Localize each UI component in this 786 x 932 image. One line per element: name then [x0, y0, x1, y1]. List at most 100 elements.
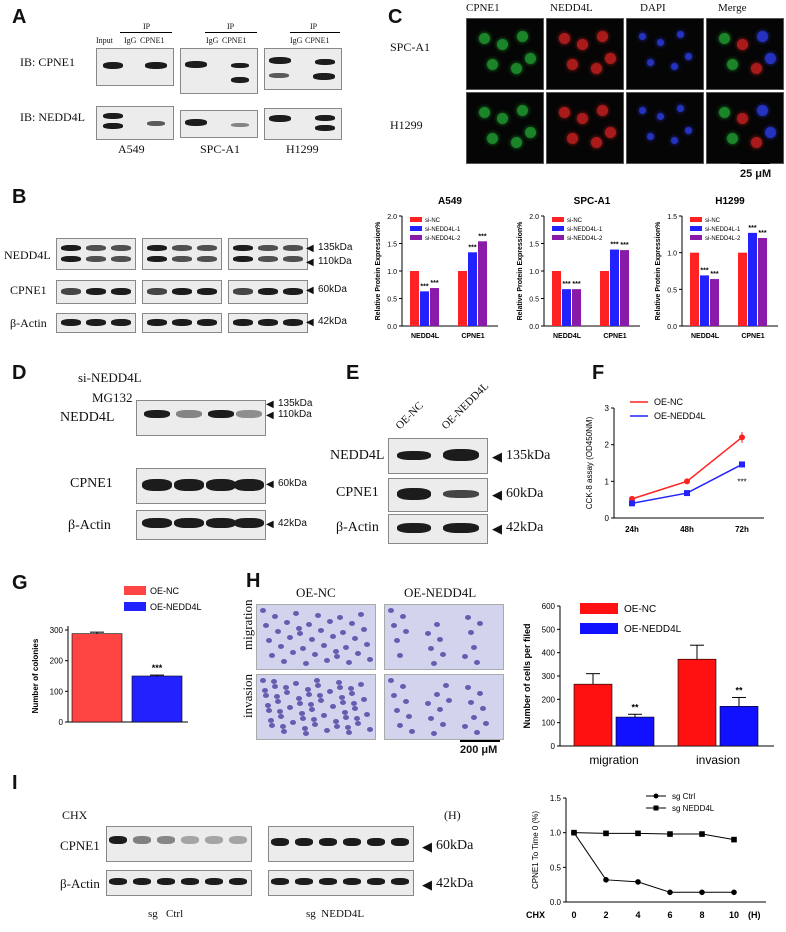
f-ylabel: CCK-8 assay (OD450NM) [585, 416, 594, 509]
a-row-cpne1: IB: CPNE1 [20, 55, 76, 69]
i-band-cpne1-2-5 [391, 838, 409, 846]
b-chart-3-legend-swatch-3 [690, 235, 702, 240]
i-blot-ctrl-cpne1 [106, 826, 252, 862]
b-chart-2-ytick-4: 2.0 [529, 214, 539, 221]
e-kda-42: 42kDa [506, 520, 544, 535]
i-band-actin-2-2 [319, 878, 337, 885]
b-chart-1-legend-1: si-NC [425, 218, 441, 224]
c-row-h1299: H1299 [390, 118, 423, 132]
spca1-col-igg: IgG [206, 36, 219, 45]
b-chart-3-bar-NEDD4L-2 [700, 275, 709, 326]
b-chart-2-sig-5: *** [620, 242, 628, 249]
b-chart-1-legend-swatch-1 [410, 217, 422, 222]
b-chart-1-sig-1: *** [420, 283, 428, 290]
panel-letter-g: G [12, 572, 28, 594]
b-chart-1-ytick-4: 2.0 [387, 214, 397, 221]
b-row-actin: β-Actin [10, 316, 47, 330]
spca1-ip-blot-nedd4l [180, 110, 258, 138]
i-band-cpne1-1-4 [205, 836, 223, 844]
d-band-cpne1-1 [142, 479, 172, 491]
b-bar-charts: A549 0.0 0.5 1.0 1.5 2.0 Relative Protein Expr… [375, 196, 778, 340]
f-point-2-1 [684, 490, 690, 497]
i-point-2-3 [667, 831, 673, 837]
a549-cell-label: A549 [118, 142, 145, 156]
b-chart-2-bar-CPNE1-3 [620, 250, 629, 326]
b-chart-3-ylabel: Relative Protein Expression% [655, 221, 662, 321]
b-blot-cpne1-1 [56, 280, 136, 304]
b-chart-3-xtick-1: CPNE1 [741, 333, 764, 340]
b-chart-3-legend-1: si-NC [705, 218, 721, 224]
h-row-invasion: invasion [240, 673, 255, 718]
i-xtick-4: 8 [699, 910, 704, 920]
b-chart-2-xtick-0: NEDD4L [553, 333, 582, 340]
h-bar-migration-2 [615, 716, 655, 747]
c-row-spca1: SPC-A1 [390, 40, 431, 54]
d-kda-60: 60kDa [278, 478, 307, 489]
i-band-cpne1-1-3 [181, 836, 199, 844]
panel-letter-b: B [12, 186, 27, 208]
b-chart-3-sig-4: *** [748, 225, 756, 232]
b-chart-1-xtick-0: NEDD4L [411, 333, 440, 340]
panel-letter-c: C [388, 6, 403, 28]
b-chart-2-bar-NEDD4L-2 [562, 289, 571, 326]
i-band-actin-1-1 [133, 878, 151, 885]
b-kda-42: 42kDa [318, 316, 347, 327]
i-ylabel: CPNE1 To Time 0 (%) [531, 811, 540, 889]
b-chart-3-legend-swatch-1 [690, 217, 702, 222]
g-ytick-2: 200 [50, 657, 64, 666]
b-chart-2-legend-swatch-3 [552, 235, 564, 240]
i-group-ctrl: sg Ctrl [148, 908, 184, 920]
f-point-1-1 [684, 478, 690, 485]
f-line-chart: 0 1 2 3 24h 48h 72h CCK-8 assay (OD450NM) OE-NC O… [585, 397, 764, 534]
i-legend-marker-2 [653, 805, 659, 811]
g-ytick-1: 100 [50, 687, 64, 696]
h1299-col-igg: IgG [290, 36, 303, 45]
b-blot-actin-3 [228, 313, 308, 333]
b-chart-3-sig-5: *** [758, 230, 766, 237]
b-chart-2-bar-NEDD4L-1 [552, 271, 561, 326]
b-chart-3-ytick-1: 0.5 [667, 287, 677, 294]
b-chart-2-bar-NEDD4L-3 [572, 289, 581, 326]
d-row-cpne1: CPNE1 [70, 476, 113, 491]
b-chart-2-bar-CPNE1-1 [600, 271, 609, 326]
f-xtick-0: 24h [625, 525, 639, 534]
i-point-2-4 [699, 831, 705, 837]
f-point-2-2 [739, 461, 745, 468]
b-chart-1-ytick-2: 1.0 [387, 269, 397, 276]
c-col-nedd4l: NEDD4L [550, 2, 593, 14]
h-legend-2: OE-NEDD4L [624, 624, 682, 635]
i-band-actin-2-0 [271, 878, 289, 885]
e-blot-cpne1 [388, 478, 488, 512]
b-chart-2-ytick-0: 0.0 [529, 324, 539, 331]
h-row-migration: migration [240, 599, 255, 650]
b-chart-3-ytick-2: 1.0 [667, 251, 677, 258]
e-kda-60: 60kDa [506, 486, 544, 501]
b-chart-1-legend-swatch-2 [410, 226, 422, 231]
h1299-col-cpne1: CPNE1 [305, 36, 330, 45]
e-kda-135: 135kDa [506, 448, 551, 463]
i-xtick-5: 10 [729, 910, 739, 920]
b-chart-1-bar-CPNE1-3 [478, 241, 487, 326]
b-chart-2-ylabel: Relative Protein Expression% [517, 221, 524, 321]
i-band-cpne1-2-1 [295, 838, 313, 846]
f-legend-1: OE-NC [654, 397, 684, 407]
h1299-cell-label: H1299 [286, 142, 319, 156]
h1299-ip-blot-nedd4l [264, 108, 342, 140]
f-ytick-3: 3 [605, 404, 610, 413]
f-ytick-1: 1 [605, 477, 610, 486]
g-sig-1: *** [152, 663, 163, 673]
d-band-actin-2 [174, 518, 204, 528]
e-lane-oenedd4l: OE-NEDD4L [439, 380, 492, 432]
i-band-cpne1-2-2 [319, 838, 337, 846]
b-chart-3-bar-NEDD4L-1 [690, 252, 699, 326]
e-blot-actin [388, 514, 488, 544]
i-band-actin-2-3 [343, 878, 361, 885]
i-band-cpne1-1-2 [157, 836, 175, 844]
b-chart-3-legend-swatch-2 [690, 226, 702, 231]
i-band-cpne1-2-3 [343, 838, 361, 846]
panel-letter-d: D [12, 362, 27, 384]
i-band-actin-1-2 [157, 878, 175, 885]
g-bar-OE-NEDD4L [131, 675, 183, 723]
a549-ip-label: IP [143, 22, 151, 31]
b-kda-110: 110kDa [318, 256, 352, 267]
